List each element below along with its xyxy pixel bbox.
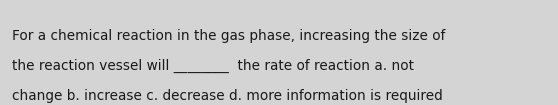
Text: the reaction vessel will ________  the rate of reaction a. not: the reaction vessel will ________ the ra… (12, 59, 414, 74)
Text: For a chemical reaction in the gas phase, increasing the size of: For a chemical reaction in the gas phase… (12, 29, 446, 43)
Text: change b. increase c. decrease d. more information is required: change b. increase c. decrease d. more i… (12, 89, 443, 103)
